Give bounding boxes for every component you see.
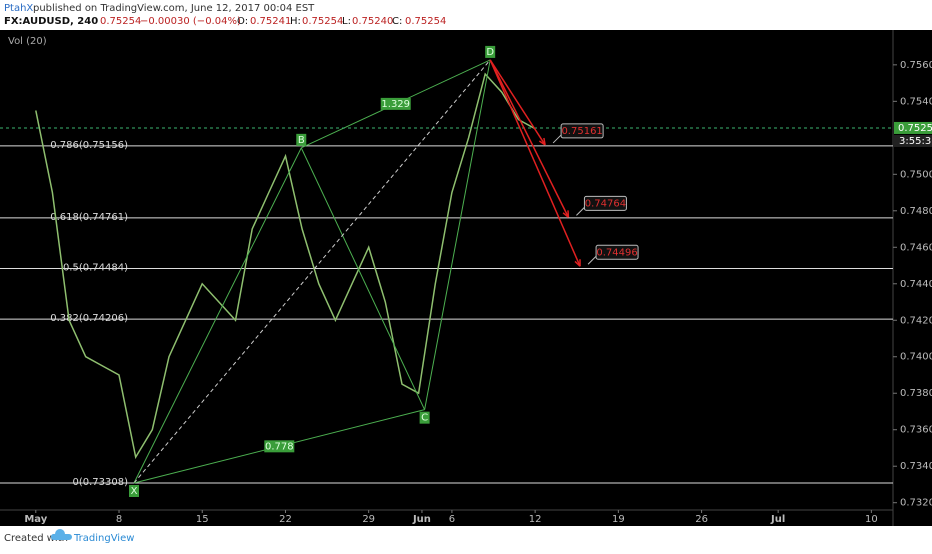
last-price-tag (894, 121, 932, 134)
ratio-label: 1.329 (381, 99, 410, 110)
x-tick-label: 19 (612, 514, 625, 525)
x-tick-label: 26 (695, 514, 708, 525)
target-leader (587, 255, 597, 265)
x-tick-label: 15 (196, 514, 209, 525)
timer-tag (894, 134, 932, 147)
indicator: Vol (20) (8, 36, 47, 47)
c-label: C: (392, 16, 402, 27)
target-arrow (489, 59, 546, 146)
fib-label: 0.5(0.74484) (63, 262, 128, 273)
target-leader (576, 207, 585, 216)
pattern-point-label: B (298, 135, 305, 146)
x-tick-label: 8 (116, 514, 122, 525)
fib-label: 0.618(0.74761) (50, 212, 128, 223)
chart-bg (0, 30, 932, 526)
o: 0.75241 (250, 16, 291, 27)
last-price-label: 0.75254 (898, 123, 932, 134)
pattern-point-box (296, 133, 307, 146)
published: published on TradingView.com, June 12, 2… (33, 3, 315, 14)
x-tick-label: 12 (529, 514, 542, 525)
price-line (35, 72, 536, 460)
x-tick-label: Jul (770, 514, 785, 525)
x-tick-label: 10 (865, 514, 878, 525)
pattern-point-box (485, 45, 496, 58)
pattern-leg (300, 147, 426, 410)
arrow-head (574, 259, 581, 267)
pattern-leg (133, 147, 302, 484)
pattern-diagonal (133, 59, 491, 484)
l: 0.75240 (352, 16, 393, 27)
change: −0.00030 (−0.04%) (140, 16, 241, 27)
pattern-point-label: X (131, 486, 138, 497)
target-label: 0.75161 (561, 126, 602, 137)
footer-brand[interactable]: TradingView (73, 533, 134, 544)
target-label: 0.74764 (585, 198, 626, 209)
header-bg (0, 0, 932, 30)
pattern-leg (424, 59, 491, 410)
target-arrow (489, 59, 581, 267)
logo (50, 529, 72, 540)
x-tick-label: Jun (412, 514, 431, 525)
ratio-box (264, 440, 295, 453)
fib-label: 0.786(0.75156) (50, 140, 128, 151)
ratio-label: 0.778 (265, 441, 294, 452)
x-tick-label: May (24, 514, 47, 525)
c: 0.75254 (405, 16, 446, 27)
ratio-box (380, 97, 411, 110)
arrow-head (538, 137, 546, 146)
footer-bg (0, 526, 932, 550)
o-label: O: (237, 16, 248, 27)
h: 0.75254 (302, 16, 343, 27)
x-tick-label: 6 (449, 514, 455, 525)
pattern-point-label: D (486, 47, 494, 58)
target-box (560, 123, 604, 139)
pattern-point-label: C (421, 413, 428, 424)
symbol: FX:AUDUSD, 240 (4, 16, 98, 27)
y-tick-label: 0.73200 (900, 498, 932, 509)
x-tick-label: 22 (279, 514, 292, 525)
l-label: L: (342, 16, 351, 27)
price: 0.75254 (100, 16, 141, 27)
target-leader (552, 134, 562, 144)
arrow-head (562, 210, 570, 218)
timer: 3:55:36 (899, 136, 932, 147)
target-label: 0.74496 (596, 247, 637, 258)
target-box (583, 195, 627, 211)
footer-created: Created with (4, 533, 68, 544)
target-box (595, 244, 639, 260)
pattern-point-box (419, 411, 430, 424)
x-tick-label: 29 (362, 514, 375, 525)
fib-label: 0.382(0.74206) (50, 313, 128, 324)
target-arrow (489, 59, 570, 218)
h-label: H: (290, 16, 301, 27)
author[interactable]: PtahX (4, 3, 33, 14)
pattern-point-box (128, 484, 139, 497)
ohlc: FX:AUDUSD, 240 0.75254 −0.00030 (−0.04%)… (4, 16, 446, 27)
fib-label: 0(0.73308) (72, 477, 128, 488)
